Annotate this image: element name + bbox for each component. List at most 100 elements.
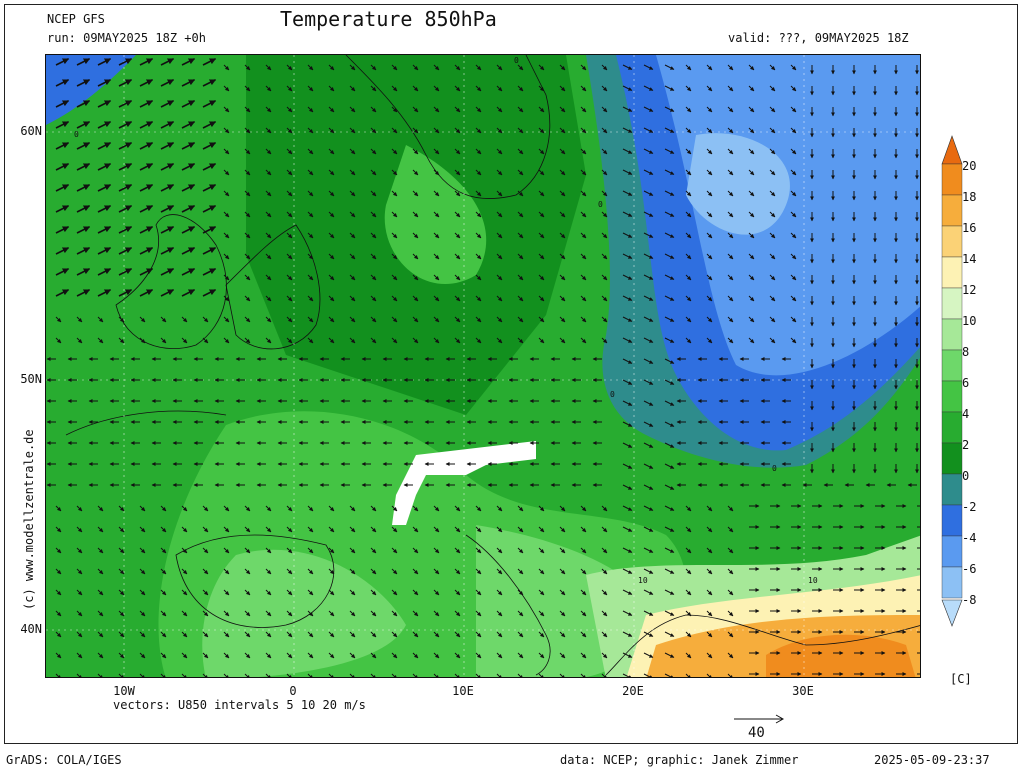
wind-arrow [517,169,524,176]
wind-arrow [286,505,293,512]
wind-arrow [349,316,356,323]
wind-arrow [517,127,524,134]
wind-arrow [223,505,230,512]
wind-arrow [244,127,251,134]
wind-arrow [244,505,251,512]
wind-arrow [370,316,377,323]
wind-arrow [727,337,734,344]
wind-arrow [454,568,461,575]
wind-arrow [664,169,675,175]
wind-arrow [265,232,272,239]
wind-arrow [55,568,62,575]
wind-arrow [55,268,70,276]
colorbar-bottom-arrow [941,599,963,627]
wind-arrow [601,610,608,617]
lat-label-60n: 60N [20,124,42,138]
wind-arrow [433,106,440,113]
wind-arrow [181,121,196,129]
wind-arrow [265,85,272,92]
wind-arrow [727,610,734,617]
wind-arrow [160,58,175,66]
wind-arrow [475,526,482,533]
wind-arrow [139,121,154,129]
wind-arrow [559,589,566,596]
wind-arrow [139,163,154,171]
wind-arrow [412,526,419,533]
wind-arrow [97,184,112,192]
wind-arrow [517,253,524,260]
wind-arrow [706,568,713,575]
wind-arrow [265,148,272,155]
wind-arrow [559,673,566,677]
wind-arrow [349,106,356,113]
wind-arrow [433,568,440,575]
field-minus8-minus6 [686,133,790,235]
colorbar-label: 0 [962,469,970,483]
wind-arrow [307,106,314,113]
wind-arrow [706,652,713,659]
wind-arrow [580,232,587,239]
wind-arrow [391,316,398,323]
wind-arrow [433,295,440,302]
wind-arrow [496,295,503,302]
wind-arrow [475,169,482,176]
wind-arrow [769,232,776,239]
wind-arrow [412,232,419,239]
wind-arrow [538,253,545,260]
wind-arrow [76,631,83,638]
wind-arrow [307,337,314,344]
wind-arrow [664,337,675,343]
wind-arrow [97,589,104,596]
wind-arrow [601,568,608,575]
wind-arrow [790,127,797,134]
wind-arrow [202,526,209,533]
wind-arrow [307,547,314,554]
wind-arrow [370,505,377,512]
wind-arrow [601,190,608,197]
wind-arrow [412,316,419,323]
wind-arrow [244,589,251,596]
wind-arrow [622,400,633,406]
wind-arrow [160,79,175,87]
wind-arrow [496,568,503,575]
wind-arrow [412,337,419,344]
wind-arrow [265,505,272,512]
wind-arrow [622,127,633,133]
wind-arrow [265,631,272,638]
wind-arrow [643,547,654,553]
wind-arrow [475,610,482,617]
wind-arrow [55,226,70,234]
wind-arrow [160,589,167,596]
wind-arrow [55,289,70,297]
wind-arrow [433,211,440,218]
wind-arrow [601,253,608,260]
wind-arrow [433,652,440,659]
wind-arrow [580,64,587,71]
wind-arrow [475,547,482,554]
wind-arrow [391,148,398,155]
wind-arrow [664,526,675,532]
wind-arrow [622,463,633,469]
wind-arrow [559,211,566,218]
wind-arrow [475,673,482,677]
wind-arrow [643,169,654,175]
wind-arrow [76,100,91,108]
wind-arrow [475,211,482,218]
wind-arrow [769,85,776,92]
wind-arrow [685,337,692,344]
wind-arrow [181,100,196,108]
wind-arrow [559,106,566,113]
wind-arrow [601,169,608,176]
wind-arrow [391,505,398,512]
wind-arrow [496,211,503,218]
wind-arrow [538,169,545,176]
wind-arrow [538,316,545,323]
wind-arrow [370,253,377,260]
wind-arrow [601,274,608,281]
wind-arrow [244,85,251,92]
wind-arrow [349,631,356,638]
wind-arrow [664,631,675,637]
wind-arrow [601,85,608,92]
wind-arrow [202,316,209,323]
wind-arrow [286,127,293,134]
